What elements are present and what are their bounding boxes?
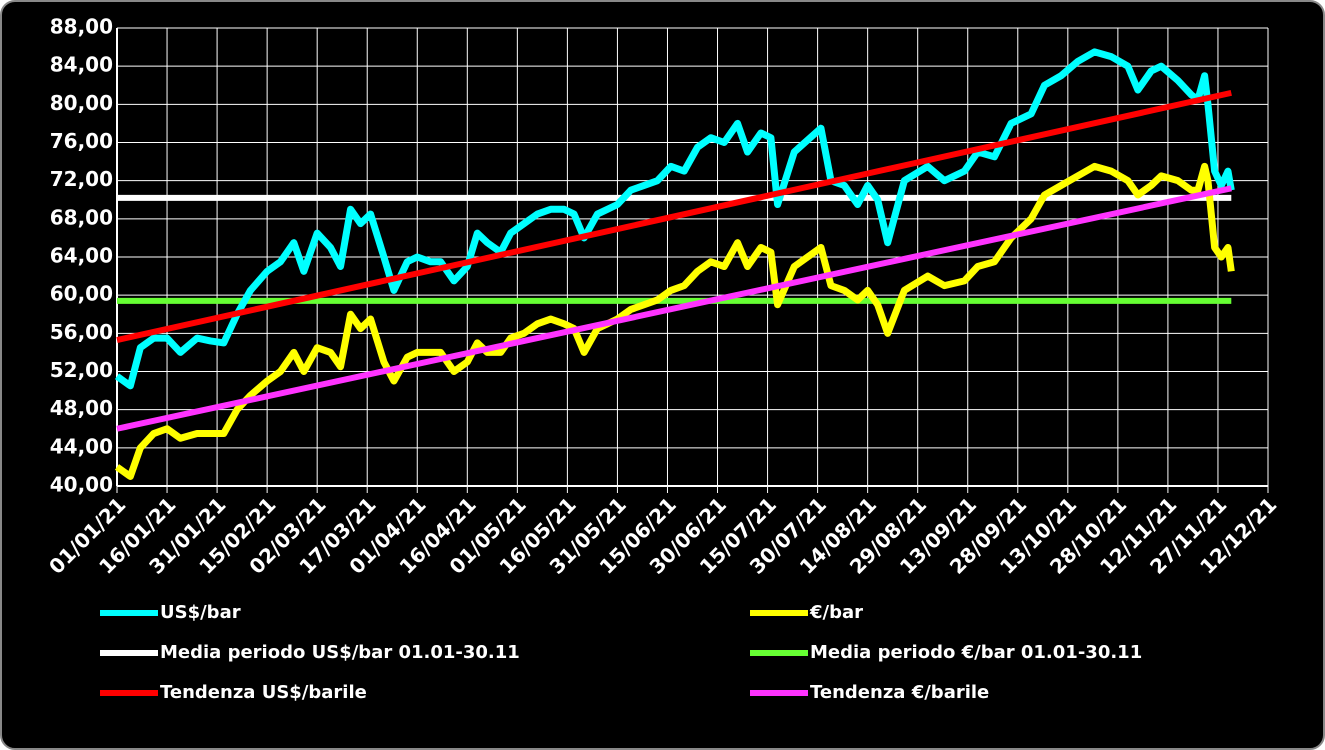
y-tick-label: 48,00 xyxy=(50,396,113,420)
series-line xyxy=(116,185,1232,432)
y-tick-label: 56,00 xyxy=(50,320,113,344)
y-tick-label: 84,00 xyxy=(50,53,113,77)
legend-label: €/bar xyxy=(809,602,863,623)
legend-label: Tendenza €/barile xyxy=(810,682,989,703)
y-tick-label: 52,00 xyxy=(50,358,113,382)
y-tick-label: 72,00 xyxy=(50,167,113,191)
series-line xyxy=(114,162,1235,480)
y-tick-label: 76,00 xyxy=(50,129,113,153)
series-line xyxy=(114,48,1235,390)
legend-label: US$/bar xyxy=(160,602,241,623)
legend-label: Media periodo €/bar 01.01-30.11 xyxy=(810,642,1142,663)
y-tick-label: 68,00 xyxy=(50,205,113,229)
y-tick-label: 44,00 xyxy=(50,434,113,458)
legend-label: Tendenza US$/barile xyxy=(160,682,367,703)
y-tick-label: 88,00 xyxy=(50,15,113,39)
y-tick-label: 64,00 xyxy=(50,244,113,268)
y-tick-label: 80,00 xyxy=(50,91,113,115)
series-line xyxy=(116,89,1232,343)
y-tick-label: 40,00 xyxy=(50,473,113,497)
legend-label: Media periodo US$/bar 01.01-30.11 xyxy=(160,642,520,663)
y-tick-label: 60,00 xyxy=(50,282,113,306)
